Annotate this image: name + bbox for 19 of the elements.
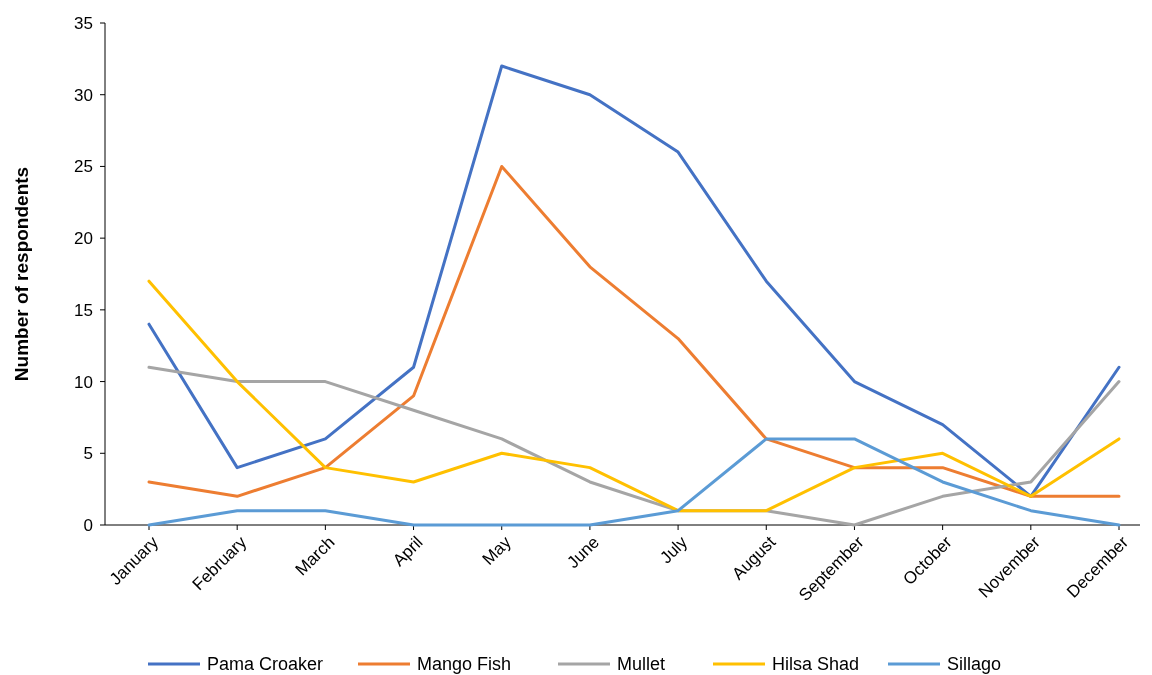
y-tick-label: 15 (74, 300, 93, 320)
legend-label: Mango Fish (417, 654, 512, 675)
line-series (147, 164, 1121, 498)
legend-label: Pama Croaker (207, 654, 324, 675)
y-tick-label: 25 (74, 157, 93, 177)
x-tick-label: July (656, 532, 692, 568)
y-tick-label: 20 (74, 229, 93, 249)
legend-label: Sillago (947, 654, 1002, 675)
legend-label: Mullet (617, 654, 666, 675)
y-tick-label: 5 (83, 444, 93, 464)
line-series (147, 437, 1121, 527)
y-axis-title: Number of respondents (11, 166, 32, 382)
y-tick-label: 0 (83, 515, 93, 535)
x-tick-label: May (478, 532, 516, 569)
y-tick-label: 10 (74, 372, 93, 392)
legend-label: Hilsa Shad (772, 654, 860, 675)
y-tick-label: 30 (74, 85, 93, 105)
y-tick-label: 35 (74, 13, 93, 33)
line-series (147, 279, 1121, 513)
